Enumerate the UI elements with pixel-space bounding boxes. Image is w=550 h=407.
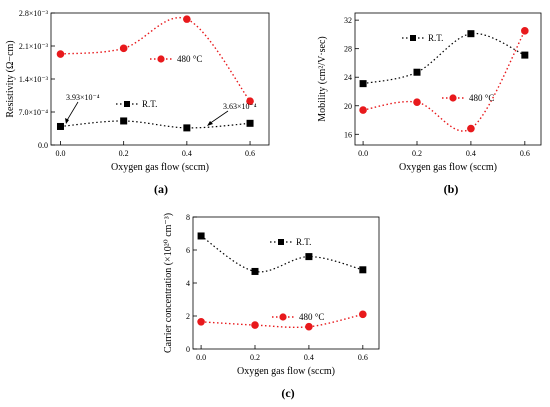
panel-b-rt-curve — [362, 33, 526, 85]
panel-a-ytick-label-4: 2.8×10⁻³ — [19, 9, 49, 18]
panel-c-ylabel: Carrier concentration (×10²⁰ cm⁻³) — [163, 213, 174, 353]
panel-c-ytick-label-1: 2 — [186, 312, 190, 321]
panel-c-chart: 0.0 0.2 0.4 0.6 0 2 4 6 8 Oxygen gas flow (sccm)… — [163, 213, 380, 400]
panel-b-ytick-label-0: 16 — [344, 130, 352, 139]
panel-a-legend-rt-label: R.T. — [142, 99, 157, 109]
panel-b-ylabel: Mobility (cm²/V·sec) — [317, 36, 328, 121]
panel-c-rt-curve — [200, 235, 363, 273]
panel-a-annotation-arrowhead-1 — [207, 121, 213, 126]
panel-a-legend-rt-marker — [124, 101, 130, 107]
panel-c-series-0-point-0 — [197, 232, 205, 240]
panel-a-annotation-arrowhead-0 — [65, 118, 69, 124]
panel-c-xtick-label-3: 0.6 — [358, 353, 368, 362]
panel-c-480-curve — [201, 313, 363, 329]
panel-b-xtick-label-3: 0.6 — [520, 149, 530, 158]
panel-b-ticks: 0.0 0.2 0.4 0.6 16 20 24 28 32 — [344, 16, 530, 158]
panel-a-annotation-arrow-1 — [208, 110, 229, 125]
panel-a-xtick-label-0: 0.0 — [55, 149, 65, 158]
panel-c-ticks: 0.0 0.2 0.4 0.6 0 2 4 6 8 — [186, 213, 368, 362]
panel-b-xtick-label-2: 0.4 — [466, 149, 476, 158]
panel-a-ytick-label-0: 0.0 — [38, 141, 48, 150]
panel-c-xlabel: Oxygen gas flow (sccm) — [237, 366, 335, 377]
panel-b-legend-480-label: 480 °C — [469, 93, 494, 103]
panel-b-ytick-label-2: 24 — [344, 73, 352, 82]
panel-c-label: (c) — [281, 386, 294, 400]
panel-a-ticks: 0.0 0.2 0.4 0.6 0.0 7.0×10⁻⁴ 1.4×10⁻³ 2.1×10⁻³ 2… — [18, 9, 255, 158]
panel-a-480-curve — [60, 16, 251, 102]
panel-c-frame — [192, 216, 380, 350]
panel-b-chart: 0.0 0.2 0.4 0.6 16 20 24 28 32 Oxygen gas flow (… — [317, 12, 542, 196]
panel-b-marks — [359, 27, 529, 133]
panel-c-ytick-label-3: 6 — [186, 246, 190, 255]
panel-b-series-0-point-0 — [359, 80, 367, 88]
panel-a-annotation-rt-0: 3.93×10⁻⁴ — [66, 93, 100, 102]
panel-a-chart: 0.0 0.2 0.4 0.6 0.0 7.0×10⁻⁴ 1.4×10⁻³ 2.1×10⁻³ 2… — [5, 9, 270, 196]
panel-b-ytick-label-3: 28 — [344, 45, 352, 54]
panel-a-series-0-point-1 — [120, 117, 128, 125]
panel-b-xtick-label-1: 0.2 — [412, 149, 422, 158]
panel-a-series-1-point-2 — [183, 15, 191, 23]
panel-c-legend-480-label: 480 °C — [299, 312, 324, 322]
panel-b-ytick-label-1: 20 — [344, 102, 352, 111]
panel-a-ylabel: Resistivity (Ω−cm) — [5, 40, 16, 117]
panel-b-series-0-point-3 — [521, 51, 529, 59]
panel-b-series-1-point-3 — [521, 27, 529, 35]
panel-a-label: (a) — [154, 182, 168, 196]
panel-c-marks — [197, 232, 367, 331]
panel-a-xtick-label-3: 0.6 — [245, 149, 255, 158]
panel-a-legend-480-marker — [157, 55, 165, 63]
panel-b-480-curve — [362, 30, 526, 132]
panel-b-legend-rt-marker — [410, 35, 416, 41]
panel-c-series-1-point-3 — [359, 310, 367, 319]
panel-a-legend-480-label: 480 °C — [177, 54, 202, 64]
panel-b-xlabel: Oxygen gas flow (sccm) — [399, 162, 497, 173]
panel-c-xtick-label-2: 0.4 — [304, 353, 314, 362]
panel-c-ytick-label-0: 0 — [186, 345, 190, 354]
panel-a-series-1-point-1 — [119, 44, 128, 53]
panel-c-legend-480-marker — [279, 313, 287, 321]
panel-a-annotation-arrow-0 — [65, 101, 79, 123]
panel-a-ytick-label-1: 7.0×10⁻⁴ — [18, 108, 48, 117]
panel-a-series-1-point-0 — [56, 50, 65, 58]
panel-a-ytick-label-2: 1.4×10⁻³ — [19, 75, 49, 84]
panel-c-xtick-label-1: 0.2 — [250, 353, 260, 362]
panel-b-series-1-point-0 — [359, 106, 367, 114]
panel-b-series-0-point-2 — [467, 30, 475, 38]
panel-a-xlabel: Oxygen gas flow (sccm) — [111, 162, 209, 173]
panel-b-label: (b) — [444, 182, 459, 196]
panel-a-xtick-label-2: 0.4 — [182, 149, 192, 158]
panel-a-annotation-rt-1: 3.63×10⁻⁴ — [223, 102, 257, 111]
panel-c-series-1-point-0 — [197, 317, 205, 326]
panel-b-legend-480-marker — [449, 94, 457, 102]
panel-c-legend-rt-label: R.T. — [296, 237, 311, 247]
panel-b-series-1-point-1 — [413, 98, 421, 106]
panel-b-series-1-point-2 — [467, 124, 475, 133]
panel-c-series-0-point-1 — [251, 267, 259, 275]
panel-a-series-0-point-3 — [246, 119, 254, 127]
panel-b-series-0-point-1 — [413, 68, 421, 76]
panel-a-series-1-point-3 — [246, 97, 254, 105]
panel-b-xtick-label-0: 0.0 — [358, 149, 368, 158]
panel-c-series-1-point-2 — [305, 322, 313, 331]
panel-c-legend-rt-marker — [278, 239, 284, 245]
panel-b-ytick-label-4: 32 — [344, 16, 352, 25]
panel-b-frame — [354, 12, 542, 146]
panel-c-series-0-point-2 — [305, 253, 313, 261]
panel-c-series-0-point-3 — [359, 266, 367, 274]
panel-a-ytick-label-3: 2.1×10⁻³ — [19, 42, 49, 51]
panel-a-rt-curve — [60, 120, 251, 129]
panel-b-legend-rt-label: R.T. — [428, 33, 443, 43]
panel-a-xtick-label-1: 0.2 — [119, 149, 129, 158]
panel-c-ytick-label-2: 4 — [186, 279, 190, 288]
panel-c-xtick-label-0: 0.0 — [196, 353, 206, 362]
panel-a-series-0-point-0 — [56, 122, 64, 130]
panel-c-series-1-point-1 — [251, 321, 259, 329]
panel-a-marks — [56, 15, 254, 132]
panel-c-ytick-label-4: 8 — [186, 213, 190, 222]
panel-a-series-0-point-2 — [183, 124, 191, 132]
